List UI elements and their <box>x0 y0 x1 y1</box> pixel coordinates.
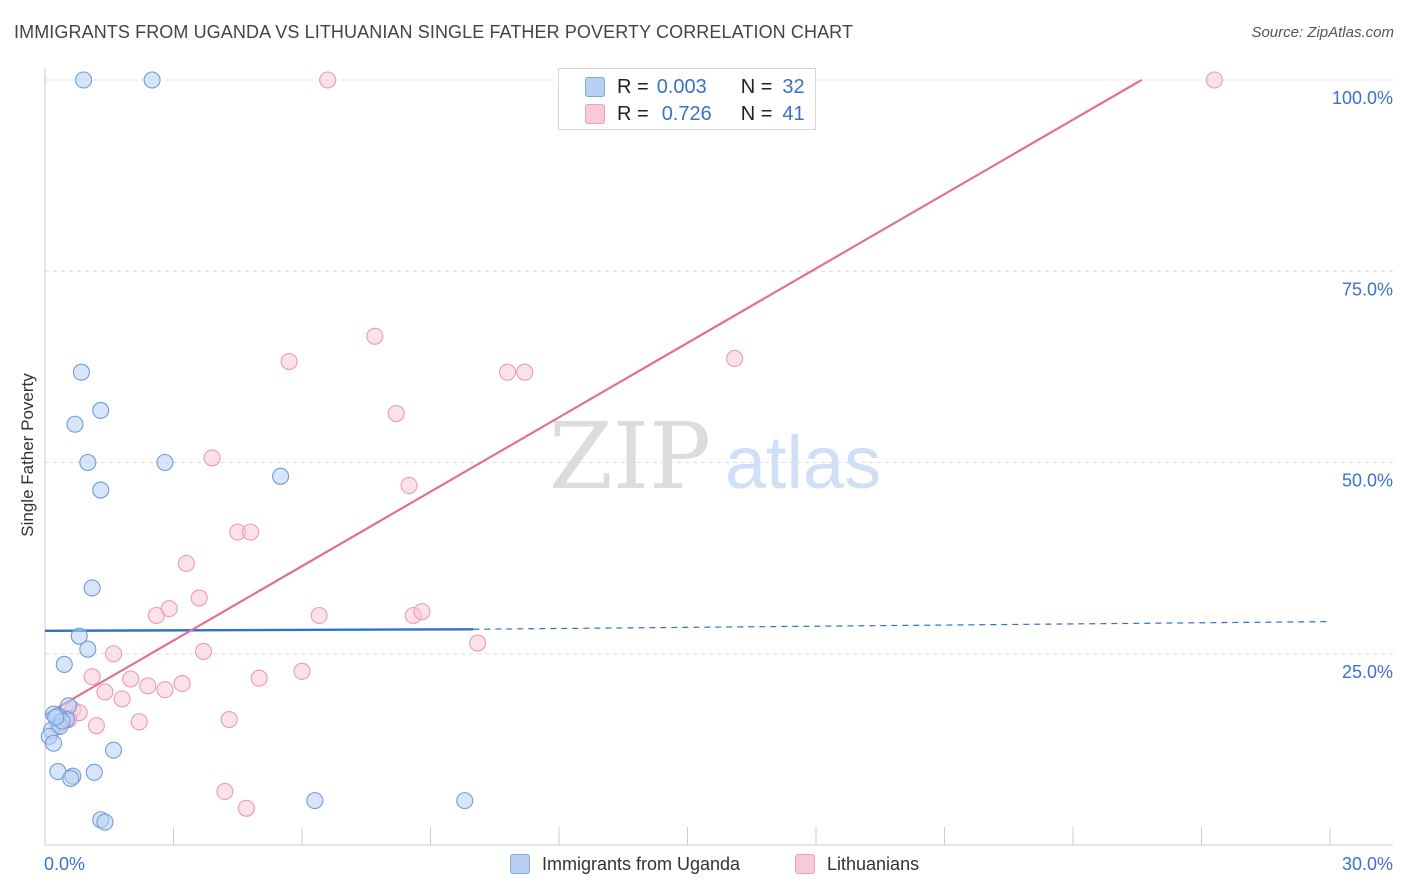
lithuanians-point <box>1205 71 1223 89</box>
watermark-atlas: atlas <box>725 421 881 504</box>
bottom-legend-uganda: Immigrants from Uganda <box>510 852 740 876</box>
lithuanians-point <box>387 404 405 423</box>
lithuanians-point <box>499 363 517 381</box>
uganda-swatch <box>510 854 530 874</box>
axes <box>44 68 1393 846</box>
uganda-point <box>83 579 101 597</box>
lithuanians-point <box>156 681 174 699</box>
lithuanians-point <box>469 634 487 652</box>
lithuanians-legend-label: Lithuanians <box>827 853 920 874</box>
uganda-point <box>66 415 84 433</box>
trend-lines <box>44 79 1331 716</box>
uganda-trend-line <box>44 628 474 632</box>
chart-title: IMMIGRANTS FROM UGANDA VS LITHUANIAN SIN… <box>14 22 854 42</box>
y-tick-label: 25.0% <box>1342 662 1393 682</box>
uganda-point <box>143 71 161 89</box>
lithuanians-point <box>113 690 131 708</box>
watermark-zip: ZIP <box>549 403 711 510</box>
y-tick-label: 100.0% <box>1332 88 1393 108</box>
uganda-point <box>156 453 174 472</box>
r-label: R = <box>617 102 649 125</box>
lithuanians-point <box>130 713 148 731</box>
lithuanians-point <box>220 710 238 729</box>
uganda-point <box>75 71 93 89</box>
uganda-trend-extension <box>473 621 1331 630</box>
uganda-point <box>79 453 97 472</box>
uganda-point <box>306 792 324 810</box>
uganda-point <box>55 655 73 674</box>
lithuanians-point <box>726 349 744 368</box>
lithuanians-n-value: 41 <box>782 102 805 125</box>
uganda-point <box>92 401 110 420</box>
stats-legend: R = 0.003 N = 32 R = 0.726 N = 41 <box>558 68 816 130</box>
lithuanians-point <box>139 677 157 695</box>
lithuanians-point <box>250 669 268 687</box>
uganda-point <box>70 627 88 645</box>
uganda-n-value: 32 <box>782 75 805 98</box>
lithuanians-swatch <box>585 104 605 124</box>
lithuanians-point <box>242 523 260 541</box>
tick-labels: 100.0% 75.0% 50.0% 25.0% 0.0% 30.0% <box>44 88 1393 874</box>
y-axis-label: Single Father Poverty <box>18 373 37 537</box>
uganda-point <box>45 734 63 752</box>
lithuanians-point <box>216 782 234 801</box>
grid-lines <box>45 79 1393 655</box>
uganda-point <box>62 769 80 787</box>
lithuanians-point <box>237 799 255 817</box>
r-label: R = <box>617 75 649 98</box>
lithuanians-point <box>104 645 123 663</box>
n-label: N = <box>740 102 773 125</box>
x-tick-label: 0.0% <box>44 854 85 874</box>
lithuanians-point <box>87 717 105 735</box>
uganda-point <box>272 467 290 485</box>
uganda-point <box>96 813 114 831</box>
lithuanians-point <box>516 363 534 381</box>
lithuanians-point <box>366 327 384 345</box>
uganda-point <box>104 741 123 759</box>
lithuanians-point <box>400 476 418 495</box>
bottom-legend-lithuanians: Lithuanians <box>795 852 919 876</box>
lithuanians-trend-line <box>44 79 1143 716</box>
x-tick-label: 30.0% <box>1342 854 1393 874</box>
y-tick-label: 50.0% <box>1342 471 1393 491</box>
source-label: Source: ZipAtlas.com <box>1251 24 1394 41</box>
uganda-r-value: 0.003 <box>656 75 707 98</box>
lithuanians-point <box>190 589 208 607</box>
lithuanians-swatch <box>795 854 815 874</box>
uganda-point <box>79 640 97 658</box>
uganda-point <box>72 363 90 381</box>
lithuanians-point <box>293 662 311 680</box>
uganda-point <box>85 763 103 781</box>
lithuanians-point <box>310 606 328 625</box>
lithuanians-point <box>319 71 337 89</box>
uganda-point <box>92 481 110 499</box>
lithuanians-r-value: 0.726 <box>661 102 712 125</box>
legend-row-lithuanians: R = 0.726 N = 41 <box>585 101 805 127</box>
n-label: N = <box>740 75 773 98</box>
lithuanians-point <box>122 670 140 688</box>
lithuanians-point <box>203 449 221 467</box>
legend-row-uganda: R = 0.003 N = 32 <box>585 74 805 100</box>
y-tick-label: 75.0% <box>1342 279 1393 299</box>
lithuanians-point <box>83 668 101 686</box>
lithuanians-point <box>413 603 431 621</box>
uganda-point <box>456 792 474 810</box>
data-points <box>40 71 1223 831</box>
lithuanians-point <box>280 352 298 371</box>
lithuanians-point <box>96 683 114 701</box>
uganda-swatch <box>585 77 605 97</box>
lithuanians-point <box>173 675 191 693</box>
uganda-legend-label: Immigrants from Uganda <box>542 853 741 874</box>
lithuanians-point <box>177 554 195 573</box>
lithuanians-point <box>160 600 178 618</box>
uganda-point <box>47 708 65 726</box>
lithuanians-point <box>194 642 213 661</box>
